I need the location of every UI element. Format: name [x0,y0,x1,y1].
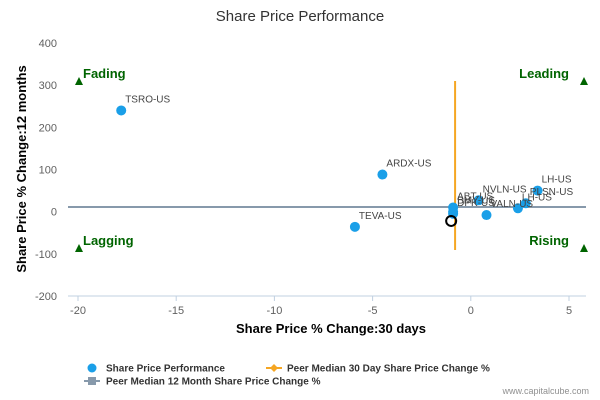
y-tick-label: 400 [39,38,57,50]
data-point-label: BMY-US [457,196,495,207]
legend-diamond-icon [270,364,278,372]
quadrant-label-top-right: Leading [519,66,569,81]
x-tick-label: -5 [368,305,378,317]
credit-text: www.capitalcube.com [501,386,589,396]
x-tick-label: 5 [566,305,572,317]
y-tick-label: -200 [35,291,57,303]
data-point-label: ARDX-US [386,159,431,170]
data-point-label: TSRO-US [125,94,170,105]
quadrant-labels: Fading Leading Lagging Rising [75,66,588,252]
x-tick-label: 0 [468,305,474,317]
highlighted-point [445,214,458,227]
x-axis-title: Share Price % Change:30 days [236,321,426,336]
quadrant-triangle-icon [580,77,588,85]
legend-circle-icon [87,363,97,373]
data-point [116,105,127,116]
data-point [532,185,543,196]
legend: Share Price Performance Peer Median 30 Da… [84,363,490,388]
data-point [473,195,484,206]
y-tick-label: 300 [39,80,57,92]
y-tick-label: -100 [35,249,57,261]
x-tick-label: -10 [266,305,282,317]
legend-label-median-30d: Peer Median 30 Day Share Price Change % [287,364,490,375]
y-tick-label: 100 [39,165,57,177]
data-point [349,221,360,232]
y-tick-label: 0 [51,207,57,219]
data-point-label: VALN-US [491,199,534,210]
quadrant-triangle-icon [75,77,83,85]
data-point-label: ABT-US [457,191,493,202]
data-point-label: LH-US [522,192,552,203]
data-point-label: NVLN-US [483,184,527,195]
x-tick-label: -15 [168,305,184,317]
data-point-label: PLSN-US [530,187,574,198]
data-point [481,210,492,221]
quadrant-label-top-left: Fading [83,66,126,81]
y-tick-label: 200 [39,122,57,134]
data-point-label: DPK-US [457,198,495,209]
quadrant-triangle-icon [580,244,588,252]
y-axis-title: Share Price % Change:12 months [14,65,29,272]
x-tick-label: -20 [70,305,86,317]
data-points: TSRO-USARDX-USTEVA-USNVLN-USLH-USPLSN-US… [116,94,574,232]
x-axis-ticks: -20 -15 -10 -5 0 5 [70,296,572,317]
data-point [520,198,531,209]
data-point [512,203,523,214]
peer-median-lines [68,81,586,250]
legend-square-icon [88,377,96,385]
quadrant-label-bottom-right: Rising [529,233,569,248]
legend-label-median-12m: Peer Median 12 Month Share Price Change … [106,377,321,388]
y-axis-ticks: -200 -100 0 100 200 300 400 [35,38,57,303]
quadrant-triangle-icon [75,244,83,252]
data-point [377,169,388,180]
data-point-label: TEVA-US [359,211,402,222]
chart-title: Share Price Performance [216,8,384,25]
legend-label-share-price: Share Price Performance [106,364,225,375]
data-point-label: LH-US [542,175,572,186]
quadrant-label-bottom-left: Lagging [83,233,134,248]
